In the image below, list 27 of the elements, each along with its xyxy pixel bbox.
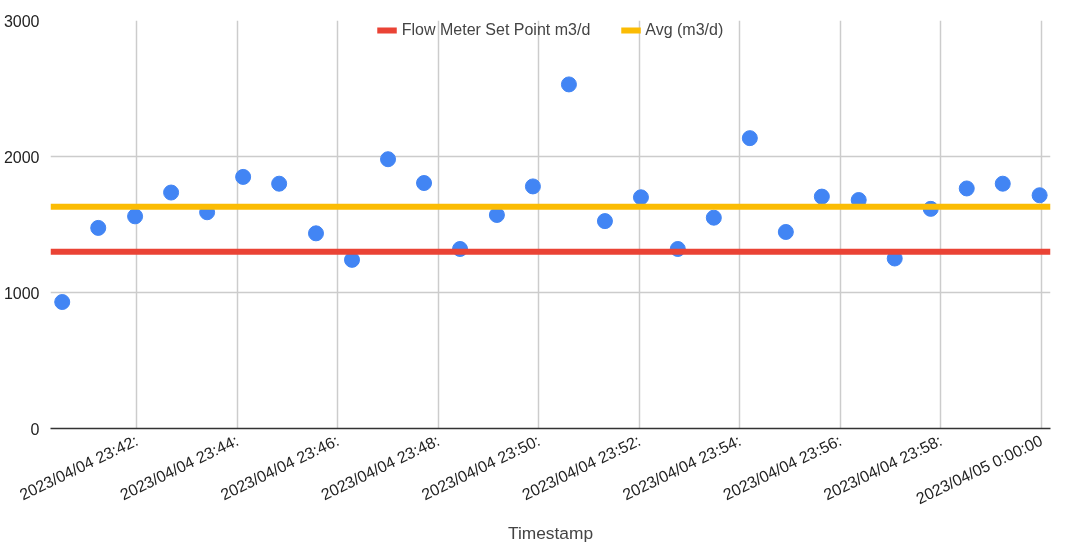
- point: [777, 223, 794, 240]
- point: [705, 209, 722, 226]
- point: [54, 294, 71, 311]
- y-tick-label: 0: [30, 420, 40, 438]
- point: [90, 219, 107, 236]
- point: [127, 208, 144, 225]
- point: [596, 213, 613, 230]
- point: [235, 168, 252, 185]
- point: [524, 178, 541, 195]
- point: [994, 175, 1011, 192]
- point: [271, 175, 288, 192]
- point: [958, 180, 975, 197]
- point: [416, 175, 433, 192]
- point: [741, 130, 758, 147]
- point: [163, 184, 180, 201]
- x-axis-title: Timestamp: [507, 522, 594, 543]
- legend-label: Flow Meter Set Point m3/d: [401, 21, 591, 39]
- point: [380, 151, 397, 168]
- y-tick-label: 1000: [3, 284, 40, 302]
- point: [560, 76, 577, 93]
- y-tick-label: 3000: [3, 12, 40, 30]
- point: [813, 188, 830, 205]
- y-tick-label: 2000: [3, 148, 40, 166]
- point: [307, 225, 324, 242]
- point: [632, 189, 649, 206]
- legend-label: Avg (m3/d): [645, 21, 724, 39]
- point: [1031, 187, 1048, 204]
